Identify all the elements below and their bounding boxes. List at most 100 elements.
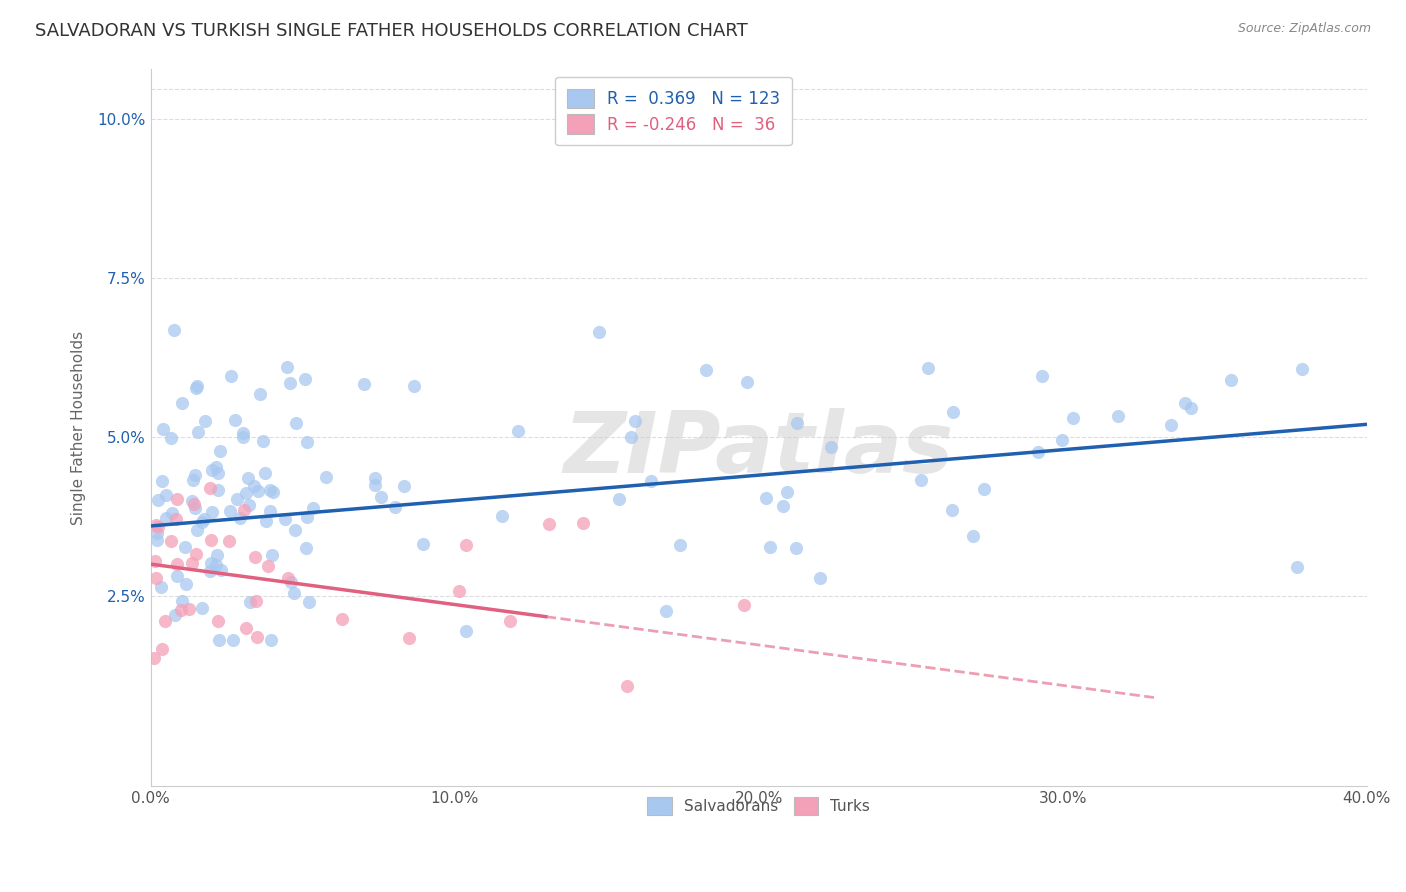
Point [276, 359, 298, 374]
Point [278, 376, 301, 391]
Point [172, 594, 194, 608]
Point [259, 483, 281, 497]
Point [238, 498, 260, 512]
Point [755, 491, 778, 505]
Point [246, 484, 269, 499]
Point [353, 376, 375, 391]
Point [910, 473, 932, 487]
Point [201, 505, 224, 519]
Point [668, 538, 690, 552]
Point [302, 501, 325, 516]
Point [1062, 410, 1084, 425]
Point [200, 556, 222, 570]
Point [1052, 433, 1074, 447]
Point [187, 425, 209, 439]
Point [184, 381, 207, 395]
Point [165, 512, 187, 526]
Point [173, 541, 195, 555]
Point [183, 468, 205, 483]
Point [160, 533, 183, 548]
Point [315, 470, 337, 484]
Point [252, 434, 274, 448]
Point [1285, 560, 1308, 574]
Point [238, 595, 260, 609]
Point [143, 553, 166, 567]
Point [785, 541, 807, 556]
Point [180, 494, 202, 508]
Point [207, 614, 229, 628]
Point [254, 514, 277, 528]
Y-axis label: Single Father Households: Single Father Households [72, 330, 86, 524]
Point [219, 504, 242, 518]
Point [222, 633, 245, 648]
Point [1174, 396, 1197, 410]
Point [1220, 373, 1243, 387]
Point [170, 396, 193, 410]
Point [733, 598, 755, 612]
Point [232, 426, 254, 441]
Point [219, 369, 242, 384]
Point [232, 429, 254, 443]
Point [194, 414, 217, 428]
Point [274, 512, 297, 526]
Point [150, 641, 173, 656]
Point [208, 443, 231, 458]
Point [179, 602, 201, 616]
Point [200, 564, 222, 578]
Point [808, 572, 831, 586]
Point [160, 506, 183, 520]
Point [364, 471, 387, 485]
Legend: Salvadorans, Turks: Salvadorans, Turks [637, 787, 880, 825]
Point [330, 612, 353, 626]
Point [146, 492, 169, 507]
Point [201, 463, 224, 477]
Point [640, 474, 662, 488]
Point [204, 460, 226, 475]
Point [184, 501, 207, 516]
Point [155, 614, 177, 628]
Point [295, 435, 318, 450]
Point [145, 533, 167, 547]
Point [294, 372, 316, 386]
Point [412, 537, 434, 551]
Point [181, 556, 204, 570]
Point [620, 430, 643, 444]
Point [1180, 401, 1202, 415]
Point [655, 603, 678, 617]
Point [169, 603, 191, 617]
Point [243, 479, 266, 493]
Point [243, 549, 266, 564]
Point [962, 529, 984, 543]
Point [181, 473, 204, 487]
Point [607, 491, 630, 506]
Point [254, 467, 277, 481]
Point [454, 624, 477, 638]
Point [229, 511, 252, 525]
Point [165, 607, 187, 622]
Point [226, 492, 249, 507]
Point [364, 478, 387, 492]
Point [588, 325, 610, 339]
Point [183, 497, 205, 511]
Point [259, 504, 281, 518]
Point [155, 510, 177, 524]
Point [155, 488, 177, 502]
Point [245, 594, 267, 608]
Point [1028, 444, 1050, 458]
Point [218, 533, 240, 548]
Point [695, 363, 717, 377]
Point [370, 490, 392, 504]
Point [259, 633, 281, 648]
Point [295, 541, 318, 556]
Point [776, 485, 799, 500]
Point [759, 540, 782, 554]
Point [193, 512, 215, 526]
Text: ZIPatlas: ZIPatlas [564, 408, 953, 491]
Point [152, 422, 174, 436]
Point [392, 479, 415, 493]
Point [624, 414, 647, 428]
Point [150, 475, 173, 489]
Point [735, 375, 758, 389]
Point [174, 577, 197, 591]
Text: SALVADORAN VS TURKISH SINGLE FATHER HOUSEHOLDS CORRELATION CHART: SALVADORAN VS TURKISH SINGLE FATHER HOUS… [35, 22, 748, 40]
